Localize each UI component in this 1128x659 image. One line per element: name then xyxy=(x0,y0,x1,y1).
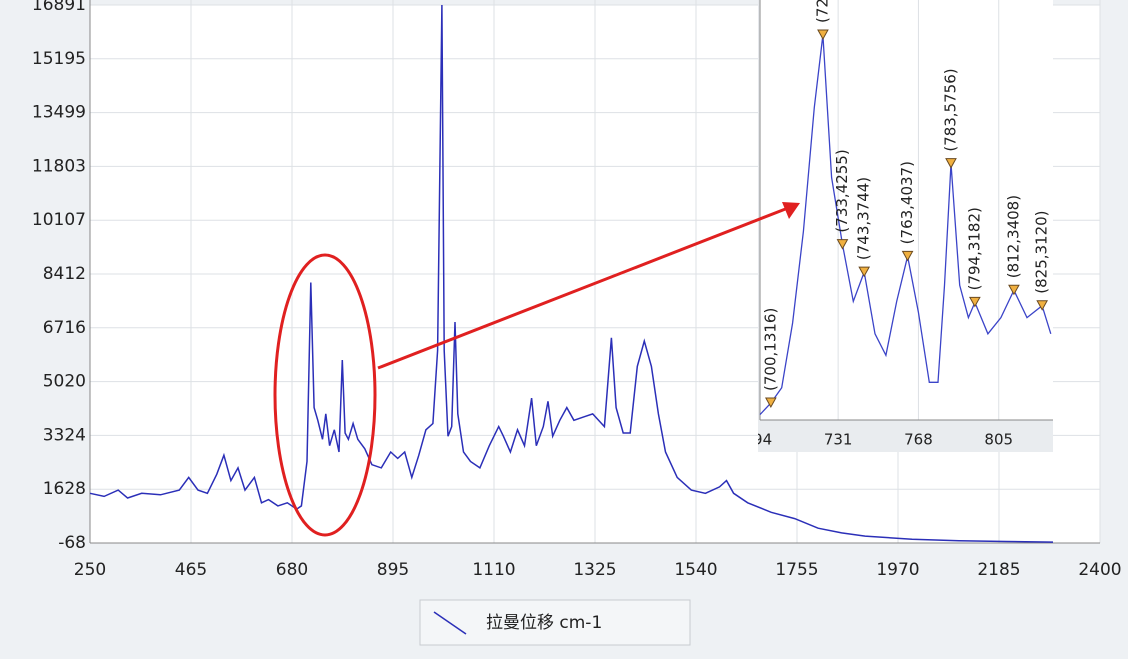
y-tick-label: 8412 xyxy=(43,264,86,284)
legend-swatch xyxy=(433,611,467,635)
peak-label: (812,3408) xyxy=(1004,195,1022,278)
highlight-ellipse xyxy=(273,253,377,537)
y-tick-label: 1628 xyxy=(43,479,86,499)
x-tick-label: 465 xyxy=(175,560,207,580)
x-tick-label: 1970 xyxy=(876,560,919,580)
peak-marker xyxy=(858,266,871,278)
x-tick-label: 805 xyxy=(984,431,1013,449)
x-tick-label: 731 xyxy=(824,431,853,449)
peak-marker xyxy=(945,158,957,169)
y-tick-label: 11803 xyxy=(32,156,86,176)
peak-marker xyxy=(1036,300,1048,311)
peak-label: (794,3182) xyxy=(965,207,983,290)
peak-marker xyxy=(1008,284,1020,296)
x-tick-label: 680 xyxy=(276,560,308,580)
x-tick-label: 2185 xyxy=(977,560,1020,580)
peak-label: (783,5756) xyxy=(941,68,959,151)
x-tick-label: 768 xyxy=(904,431,933,449)
peak-label: (743,3744) xyxy=(855,177,873,260)
y-tick-label: 10107 xyxy=(32,210,86,230)
peak-marker xyxy=(817,29,829,40)
series-line xyxy=(89,4,1054,543)
x-tick-label: 1755 xyxy=(775,560,818,580)
peak-label: (763,4037) xyxy=(898,161,916,244)
y-tick-label: 16891 xyxy=(32,0,86,15)
x-tick-label: 1110 xyxy=(472,560,515,580)
legend-label: 拉曼位移 cm-1 xyxy=(486,613,602,633)
main-chart: -68 1628 3324 5020 6716 8412 10107 11803 13499 15… xyxy=(32,0,1122,580)
x-tick-label: 1325 xyxy=(573,560,616,580)
x-tick-label: 250 xyxy=(74,560,106,580)
y-tick-label: 5020 xyxy=(43,372,86,392)
legend-box xyxy=(419,599,691,646)
legend: 拉曼位移 cm-1 xyxy=(419,599,691,646)
y-tick-label: 15195 xyxy=(32,49,86,69)
peak-label: (733,4255) xyxy=(833,149,851,232)
x-tick-label: 694 xyxy=(744,431,773,449)
peak-label: (825,3120) xyxy=(1033,210,1051,293)
peak-label: (700,1316) xyxy=(761,308,779,391)
arrow-head xyxy=(782,202,800,219)
peak-label: (724,8144) xyxy=(813,0,831,23)
y-tick-label: 6716 xyxy=(43,318,86,338)
inset-plot-area xyxy=(760,0,1053,420)
x-tick-label: 895 xyxy=(377,560,409,580)
peak-marker xyxy=(901,250,914,262)
peak-marker xyxy=(765,397,777,408)
y-tick-label: 13499 xyxy=(32,103,86,123)
peak-marker xyxy=(836,239,849,250)
y-tick-label: 3324 xyxy=(43,425,86,445)
x-tick-label: 2400 xyxy=(1078,560,1121,580)
x-tick-label: 1540 xyxy=(674,560,717,580)
peak-marker xyxy=(969,296,981,308)
y-tick-label: -68 xyxy=(58,533,86,553)
inset-chart: 694 731 768 805 (700,1316) (724,8144) (733,425… xyxy=(744,0,1053,452)
arrow-line xyxy=(377,206,789,370)
